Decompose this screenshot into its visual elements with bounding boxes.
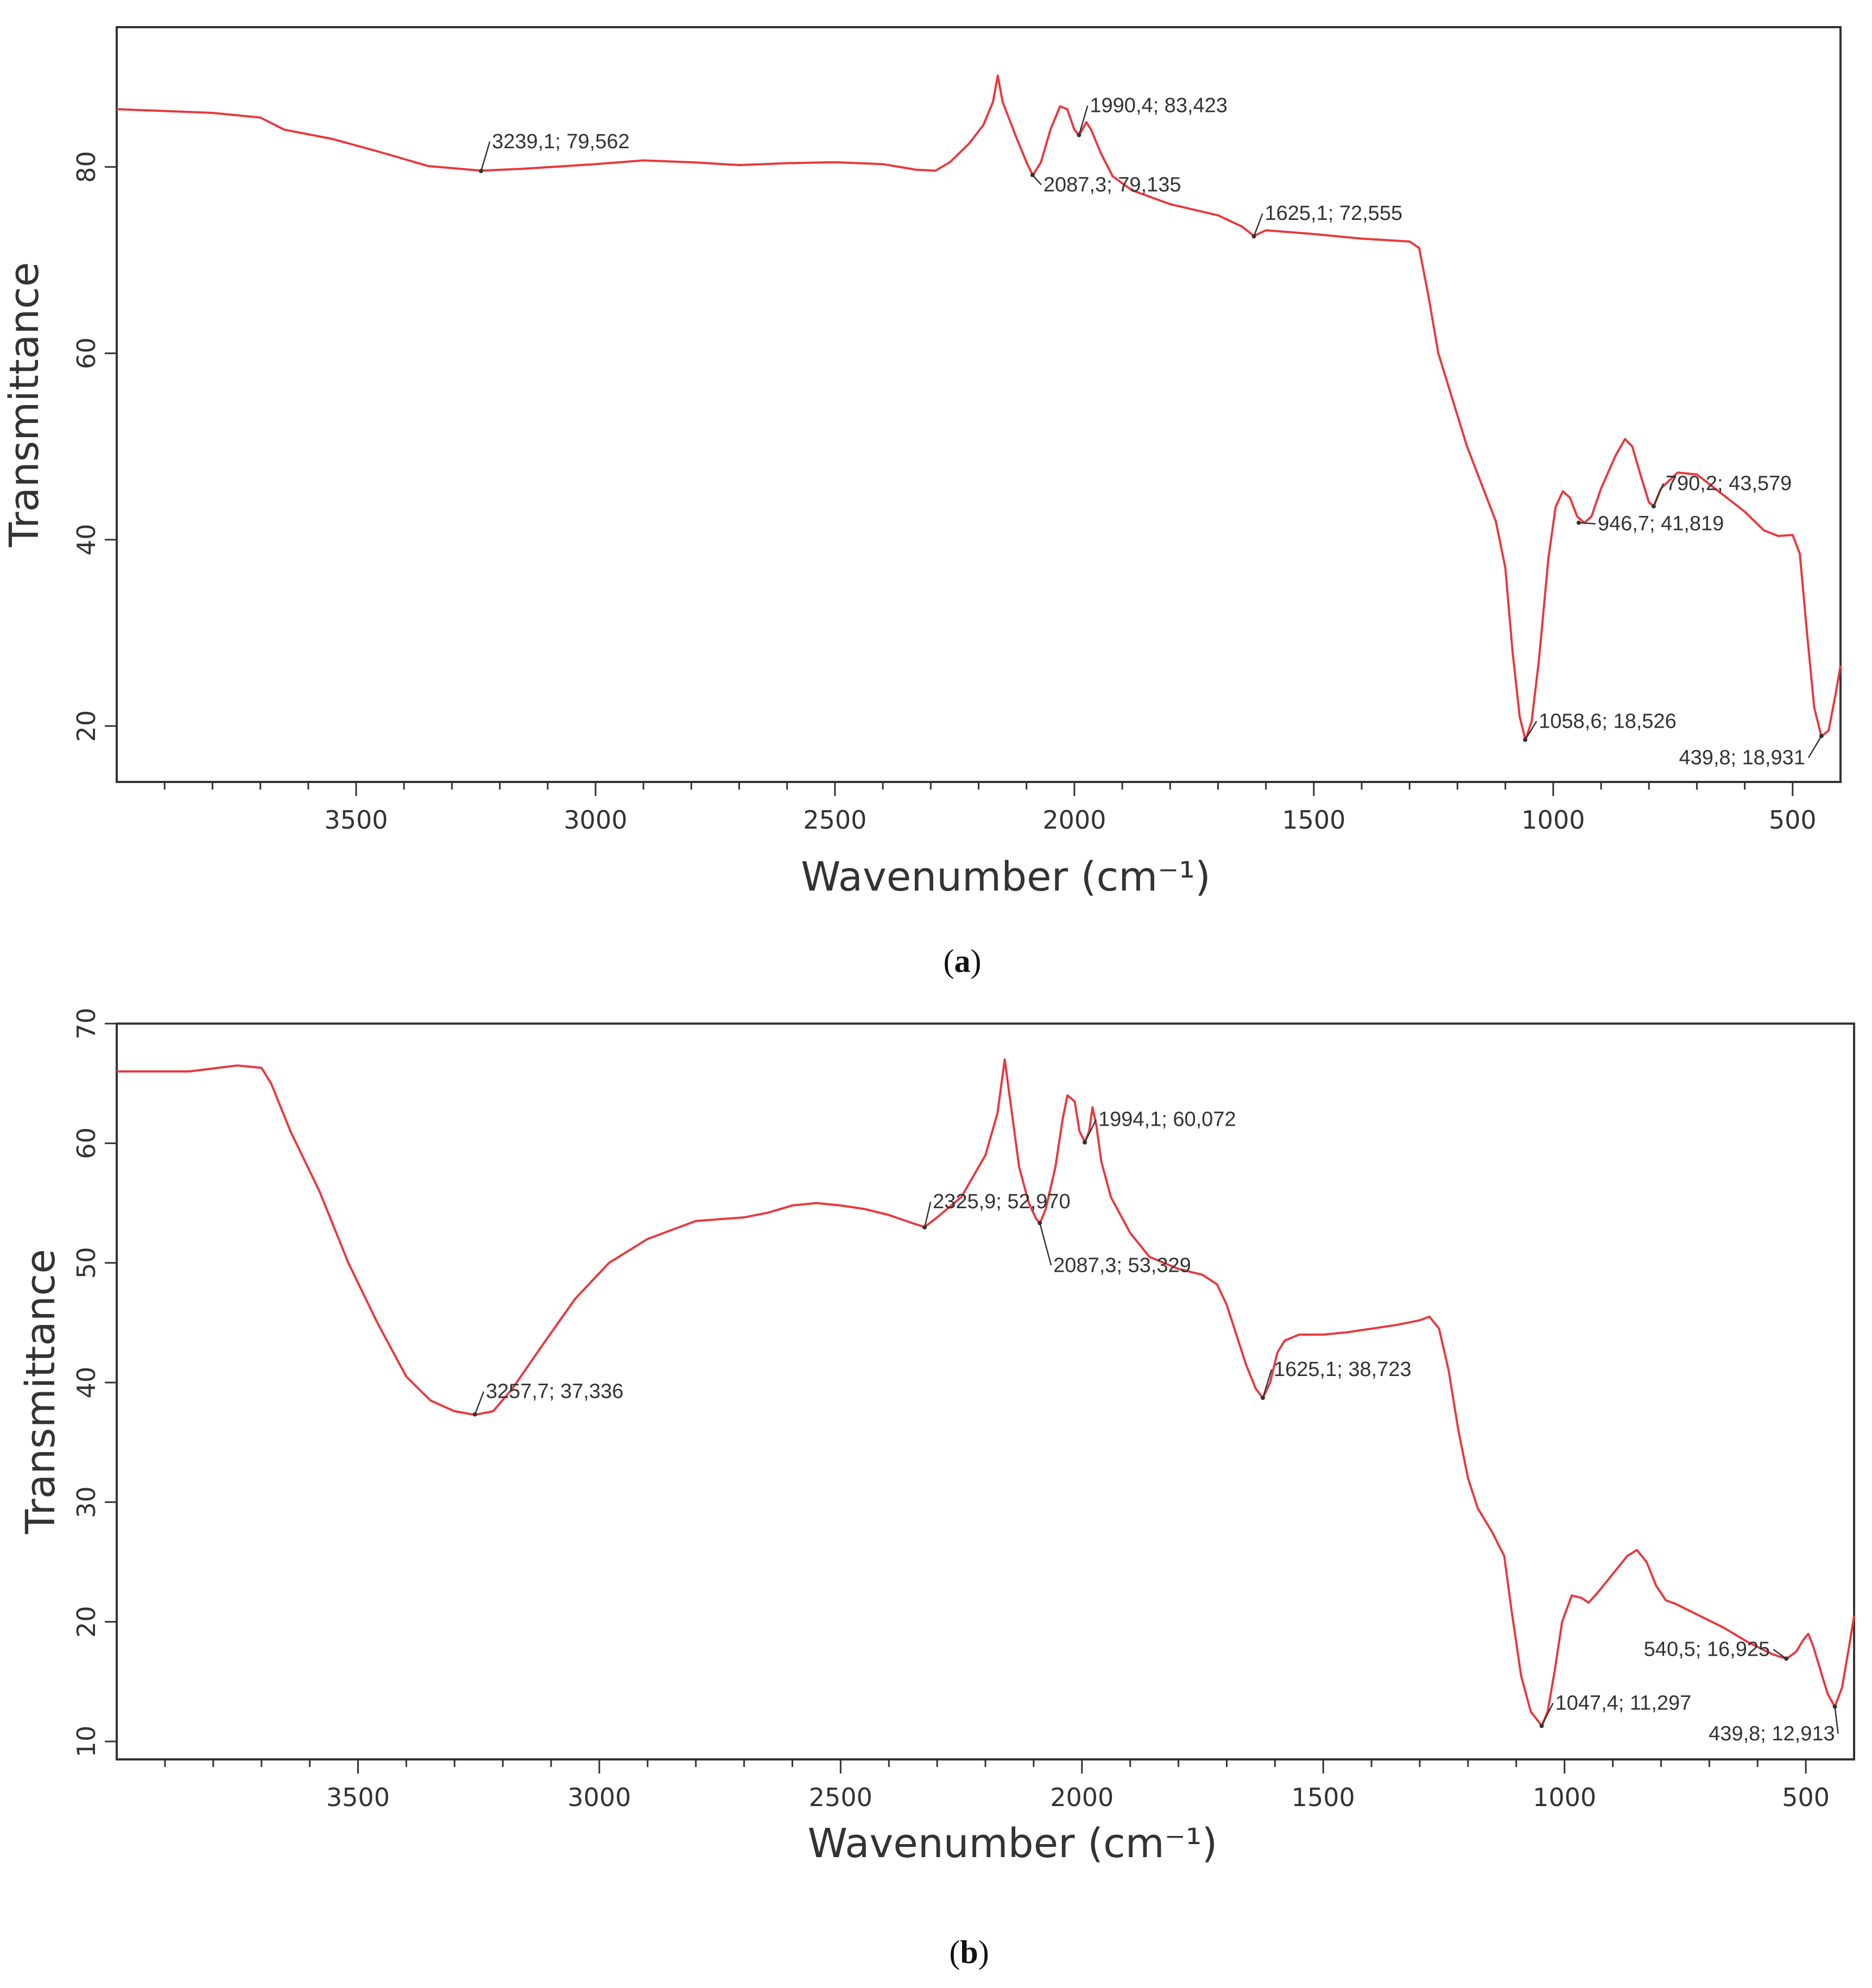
chart-a-peak-marker [1077,132,1082,137]
chart-b-peak-marker [922,1225,927,1230]
chart-a-peak-marker [1030,173,1035,178]
chart-a-y-axis-title: Transmittance [1,262,48,548]
chart-a-peak-leader [1032,174,1042,186]
chart-b-x-tick-label: 3000 [567,1783,631,1812]
chart-b-peak-leader [474,1391,484,1415]
chart-b-y-tick-label: 50 [72,1247,101,1279]
chart-b-caption: (b) [949,1934,989,1970]
chart-a-peak-leader [1253,213,1263,237]
chart-a-peak-label: 2087,3; 79,135 [1043,173,1181,196]
chart-a-peak-leader [480,141,491,172]
chart-b-y-tick-label: 70 [72,1008,101,1040]
chart-a-x-tick-label: 2000 [1042,805,1106,835]
chart-b-peak-label: 2325,9; 52,970 [933,1190,1071,1213]
chart-b-peak-leader [1084,1119,1097,1143]
chart-b-y-tick-label: 10 [72,1726,101,1758]
chart-b-peak-marker [1038,1221,1042,1226]
chart-b-peak-marker [1539,1724,1544,1728]
chart-a-peak-label: 790,2; 43,579 [1666,472,1792,495]
chart-b-y-axis-title: Transmittance [17,1249,64,1535]
chart-a-caption-letter: a [954,943,971,979]
chart-b-peak-label: 540,5; 16,925 [1644,1638,1770,1661]
chart-a-peak-label: 946,7; 41,819 [1598,513,1724,535]
chart-b-peak-leader [1262,1369,1273,1398]
chart-b-caption-letter: b [960,1934,978,1970]
chart-a: 3500 3000 2500 2000 1500 1000 500 20 40 60 80 Waven… [1,26,1842,979]
chart-a-peak-label: 1058,6; 18,526 [1539,710,1677,733]
chart-b-peak-label: 1625,1; 38,723 [1274,1358,1412,1381]
chart-b-x-tick-label: 1500 [1292,1783,1355,1812]
chart-b-peak-leader [1541,1702,1554,1726]
chart-b-x-tick-label: 3500 [326,1783,390,1812]
chart-a-y-tick-label: 80 [72,151,101,183]
chart-b-x-tick-label: 1000 [1533,1783,1596,1812]
chart-b-y-tick-label: 60 [72,1127,101,1159]
chart-a-peak-marker [1576,520,1581,525]
chart-a-peak-label: 3239,1; 79,562 [492,130,630,153]
chart-a-y-tick-label: 60 [72,337,101,369]
chart-a-x-tick-label: 3500 [324,805,388,835]
chart-a-peak-leader [1525,721,1538,740]
chart-b-x-tick-label: 2000 [1050,1783,1114,1812]
chart-a-peak-leader [1078,105,1089,136]
chart-a-peak-leader [1653,483,1665,507]
chart-b-peak-label: 439,8; 12,913 [1709,1722,1835,1745]
chart-a-peak-marker [1523,737,1528,742]
chart-b-y-tick-label: 40 [72,1367,101,1399]
chart-b-peak-label: 1047,4; 11,297 [1555,1692,1692,1714]
chart-a-caption: (a) [944,943,982,979]
chart-a-caption-paren-close: ) [971,943,982,979]
chart-b-peak-label: 1994,1; 60,072 [1098,1108,1236,1131]
chart-b-peak-marker [1784,1656,1789,1661]
chart-a-y-tick-label: 20 [72,710,101,742]
chart-b-peak-leader [1039,1222,1052,1266]
chart-b-x-tick-label: 500 [1782,1783,1830,1812]
chart-a-peak-leader [1807,735,1822,759]
chart-a-x-tick-label: 3000 [564,805,627,835]
chart-a-x-tick-label: 500 [1769,805,1817,835]
chart-b-caption-paren-open: ( [949,1934,960,1970]
chart-b-series-line [117,1058,1855,1727]
chart-a-peak-marker [1251,234,1256,239]
chart-a-x-tick-label: 2500 [803,805,867,835]
chart-a-peak-marker [479,168,484,173]
chart-a-peak-marker [1819,734,1824,739]
chart-b-peak-label: 2087,3; 53,329 [1053,1254,1191,1277]
chart-b-peak-marker [1261,1396,1266,1400]
chart-b-peak-leader [1773,1649,1787,1659]
chart-b-peak-marker [1083,1140,1087,1145]
chart-a-peak-label: 1625,1; 72,555 [1265,202,1403,225]
chart-b: 3500 3000 2500 2000 1500 1000 500 10 20 30 40 50 60 7… [17,1008,1855,1970]
chart-b-y-tick-label: 20 [72,1606,101,1638]
chart-a-y-tick-label: 40 [72,524,101,556]
chart-b-peak-leader [1834,1706,1839,1734]
figure-panel-b: 3500 3000 2500 2000 1500 1000 500 10 20 30 40 50 60 7… [0,999,1872,1988]
chart-b-peak-leader [924,1201,932,1228]
chart-b-y-tick-label: 30 [72,1486,101,1518]
chart-b-peak-marker [472,1412,477,1417]
chart-b-peak-marker [1832,1704,1837,1709]
chart-b-plot-frame [116,1023,1855,1760]
chart-b-x-tick-label: 2500 [809,1783,872,1812]
chart-a-plot-frame [116,26,1842,783]
chart-a-peak-label: 1990,4; 83,423 [1090,94,1228,117]
chart-b-peak-label: 3257,7; 37,336 [486,1380,624,1403]
chart-a-x-tick-label: 1000 [1521,805,1585,835]
chart-b-caption-paren-close: ) [978,1934,989,1970]
chart-a-peak-label: 439,8; 18,931 [1679,746,1805,769]
chart-a-caption-paren-open: ( [944,943,954,979]
chart-b-x-axis-title: Wavenumber (cm⁻¹) [808,1820,1218,1867]
figure-panel-a: 3500 3000 2500 2000 1500 1000 500 20 40 60 80 Waven… [1,26,1842,979]
chart-a-peak-leader [1578,522,1596,525]
chart-a-peak-marker [1651,504,1656,509]
chart-a-x-tick-label: 1500 [1282,805,1345,835]
chart-a-x-axis-title: Wavenumber (cm⁻¹) [801,854,1211,900]
